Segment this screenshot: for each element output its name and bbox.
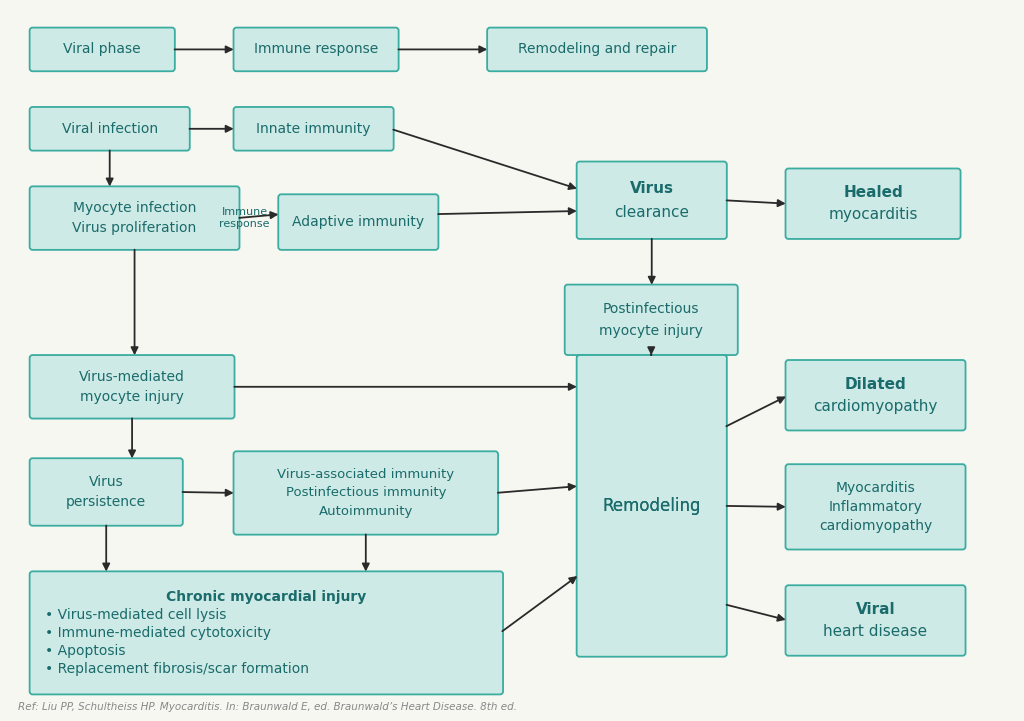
Text: cardiomyopathy: cardiomyopathy — [813, 399, 938, 414]
Text: Remodeling and repair: Remodeling and repair — [518, 43, 676, 56]
Text: Viral phase: Viral phase — [63, 43, 141, 56]
Text: • Apoptosis: • Apoptosis — [45, 644, 125, 658]
Text: Viral infection: Viral infection — [61, 122, 158, 136]
FancyBboxPatch shape — [564, 285, 737, 355]
Text: Virus proliferation: Virus proliferation — [73, 221, 197, 235]
Text: Inflammatory: Inflammatory — [828, 500, 923, 514]
Text: Immune response: Immune response — [254, 43, 378, 56]
FancyBboxPatch shape — [785, 464, 966, 549]
Text: Remodeling: Remodeling — [602, 497, 701, 515]
Text: Immune
response: Immune response — [219, 207, 269, 229]
Text: myocyte injury: myocyte injury — [599, 324, 703, 337]
Text: Postinfectious: Postinfectious — [603, 302, 699, 316]
FancyBboxPatch shape — [233, 27, 398, 71]
FancyBboxPatch shape — [30, 107, 189, 151]
Text: • Replacement fibrosis/scar formation: • Replacement fibrosis/scar formation — [45, 662, 308, 676]
Text: clearance: clearance — [614, 205, 689, 220]
Text: Myocarditis: Myocarditis — [836, 481, 915, 495]
FancyBboxPatch shape — [30, 571, 503, 694]
FancyBboxPatch shape — [233, 451, 498, 535]
FancyBboxPatch shape — [785, 169, 961, 239]
Text: persistence: persistence — [67, 495, 146, 510]
Text: Innate immunity: Innate immunity — [256, 122, 371, 136]
Text: cardiomyopathy: cardiomyopathy — [819, 519, 932, 533]
FancyBboxPatch shape — [785, 360, 966, 430]
Text: Chronic myocardial injury: Chronic myocardial injury — [166, 590, 367, 603]
FancyBboxPatch shape — [233, 107, 393, 151]
FancyBboxPatch shape — [577, 162, 727, 239]
FancyBboxPatch shape — [30, 459, 183, 526]
FancyBboxPatch shape — [487, 27, 707, 71]
Text: Virus-mediated: Virus-mediated — [79, 370, 185, 384]
FancyBboxPatch shape — [30, 355, 234, 419]
Text: • Immune-mediated cytotoxicity: • Immune-mediated cytotoxicity — [45, 626, 270, 640]
FancyBboxPatch shape — [30, 186, 240, 250]
Text: myocarditis: myocarditis — [828, 207, 918, 222]
Text: heart disease: heart disease — [823, 624, 928, 639]
Text: Virus: Virus — [630, 180, 674, 195]
Text: • Virus-mediated cell lysis: • Virus-mediated cell lysis — [45, 608, 226, 622]
FancyBboxPatch shape — [30, 27, 175, 71]
Text: Postinfectious immunity: Postinfectious immunity — [286, 487, 446, 500]
Text: Virus: Virus — [89, 474, 124, 489]
Text: Myocyte infection: Myocyte infection — [73, 201, 197, 216]
FancyBboxPatch shape — [577, 355, 727, 657]
FancyBboxPatch shape — [785, 585, 966, 655]
FancyBboxPatch shape — [279, 194, 438, 250]
Text: Viral: Viral — [856, 602, 895, 617]
Text: Dilated: Dilated — [845, 377, 906, 392]
Text: Remodeling: Remodeling — [602, 497, 701, 515]
Text: Ref: Liu PP, Schultheiss HP. Myocarditis. In: Braunwald E, ed. Braunwald’s Heart: Ref: Liu PP, Schultheiss HP. Myocarditis… — [17, 702, 517, 712]
Text: Autoimmunity: Autoimmunity — [318, 505, 413, 518]
Text: Healed: Healed — [843, 185, 903, 200]
Text: myocyte injury: myocyte injury — [80, 389, 184, 404]
Text: Adaptive immunity: Adaptive immunity — [292, 215, 424, 229]
Text: Virus-associated immunity: Virus-associated immunity — [278, 468, 455, 481]
